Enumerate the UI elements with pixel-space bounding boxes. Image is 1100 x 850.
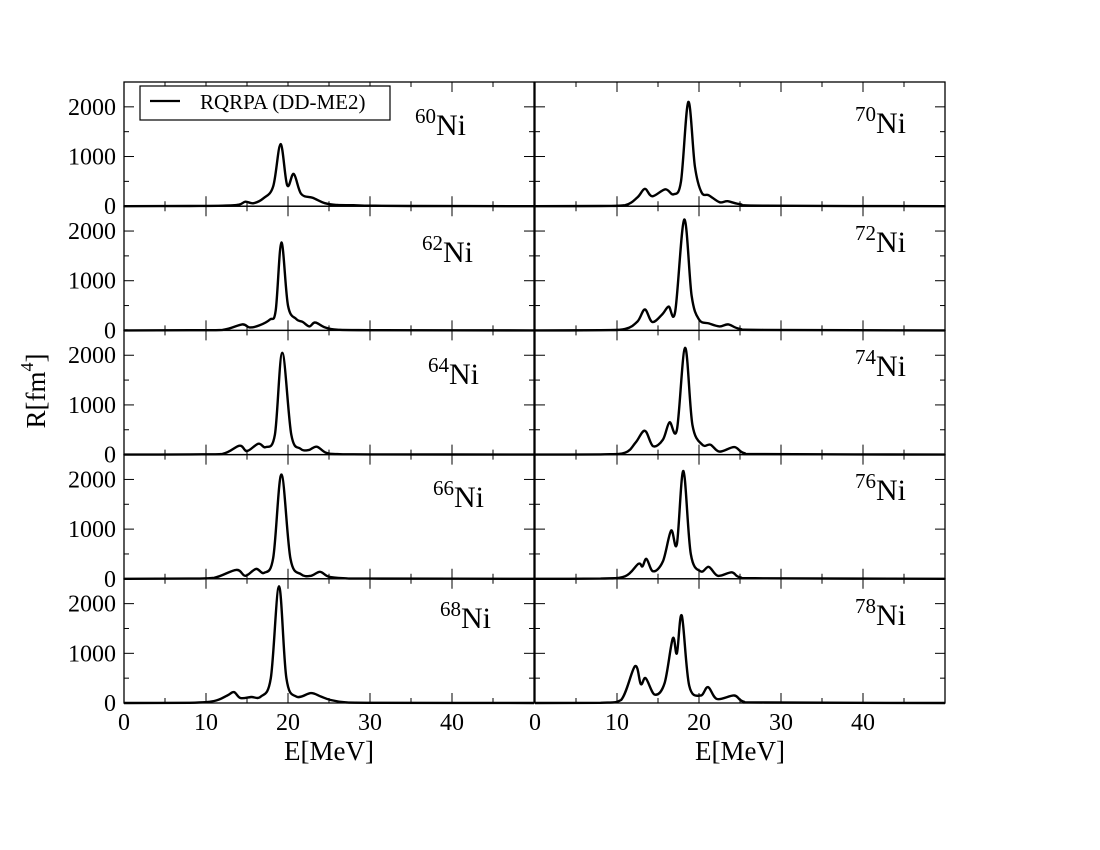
series-line-64Ni: [123, 351, 535, 456]
nucleus-label-64Ni: 64Ni: [428, 353, 479, 391]
x-tick-label-left: 0: [118, 710, 130, 736]
series-line-76Ni: [534, 469, 946, 580]
y-tick-label-60Ni: 2000: [68, 95, 116, 121]
y-tick-label-68Ni: 0: [104, 691, 116, 717]
series-line-66Ni: [123, 473, 535, 580]
x-tick-label-left: 20: [276, 710, 300, 736]
nucleus-label-72Ni: 72Ni: [855, 221, 906, 259]
series-line-60Ni: [123, 142, 535, 208]
series-line-72Ni: [534, 218, 946, 332]
nucleus-label-74Ni: 74Ni: [855, 345, 906, 383]
y-tick-label-68Ni: 1000: [68, 641, 116, 667]
nucleus-label-60Ni: 60Ni: [415, 104, 466, 142]
series-line-70Ni: [534, 100, 946, 208]
nucleus-label-68Ni: 68Ni: [440, 597, 491, 635]
x-tick-label-right: 40: [851, 710, 875, 736]
y-tick-label-64Ni: 0: [104, 443, 116, 469]
y-axis-label: R[fm4]: [17, 354, 51, 429]
legend-box: [139, 85, 391, 121]
nucleus-label-78Ni: 78Ni: [855, 594, 906, 632]
x-tick-label-right: 30: [769, 710, 793, 736]
x-axis-label-left: E[MeV]: [284, 736, 374, 766]
nucleus-label-76Ni: 76Ni: [855, 469, 906, 507]
y-tick-label-66Ni: 1000: [68, 517, 116, 543]
y-tick-label-64Ni: 1000: [68, 393, 116, 419]
x-tick-label-right: 10: [605, 710, 629, 736]
y-tick-label-64Ni: 2000: [68, 343, 116, 369]
x-axis-label-right: E[MeV]: [695, 736, 785, 766]
x-tick-label-left: 10: [194, 710, 218, 736]
x-tick-label-left: 30: [358, 710, 382, 736]
y-tick-label-68Ni: 2000: [68, 592, 116, 618]
series-line-62Ni: [123, 241, 535, 332]
x-tick-label-right: 20: [687, 710, 711, 736]
nucleus-label-70Ni: 70Ni: [855, 102, 906, 140]
y-tick-label-66Ni: 0: [104, 567, 116, 593]
y-tick-label-62Ni: 0: [104, 318, 116, 344]
y-tick-label-66Ni: 2000: [68, 467, 116, 493]
series-line-78Ni: [534, 614, 946, 705]
y-tick-label-60Ni: 0: [104, 194, 116, 220]
y-tick-label-60Ni: 1000: [68, 145, 116, 171]
x-tick-label-right: 0: [529, 710, 541, 736]
y-tick-label-62Ni: 2000: [68, 219, 116, 245]
series-line-74Ni: [534, 346, 946, 456]
nucleus-label-66Ni: 66Ni: [433, 476, 484, 514]
x-tick-label-left: 40: [440, 710, 464, 736]
y-tick-label-62Ni: 1000: [68, 269, 116, 295]
nucleus-label-62Ni: 62Ni: [422, 231, 473, 269]
legend: RQRPA (DD-ME2): [139, 85, 391, 121]
series-line-68Ni: [123, 585, 535, 705]
legend-label: RQRPA (DD-ME2): [200, 90, 366, 114]
